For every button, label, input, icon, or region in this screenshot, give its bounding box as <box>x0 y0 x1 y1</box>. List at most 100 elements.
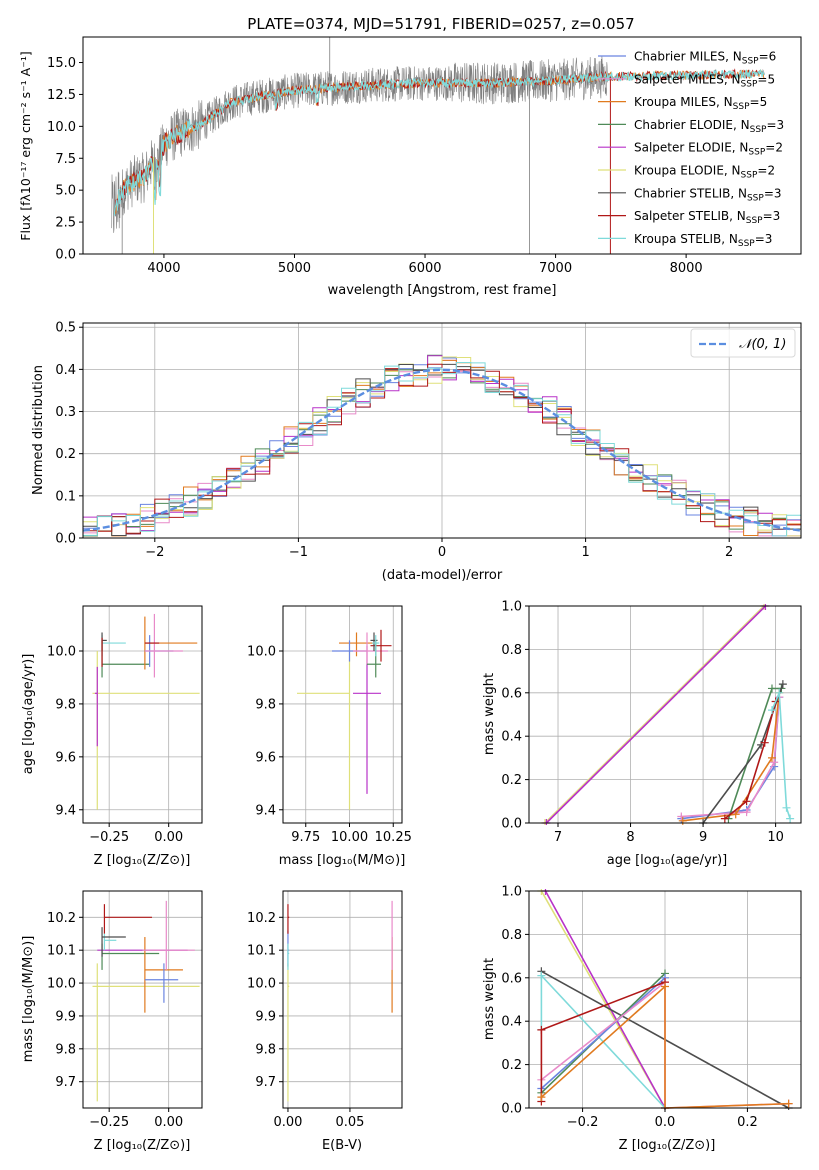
mass-weight-vs-age-y-tick-label: 0.4 <box>501 730 522 745</box>
mass-weight-vs-z-series-line <box>540 984 789 1109</box>
mass-vs-z-panel: −0.25 0.00 9.7 9.8 9.9 10.0 10.1 10.2 Z [log₁₀(… <box>21 890 203 1153</box>
spectrum-x-tick-label: 6000 <box>408 261 441 276</box>
mass-weight-vs-age-x-tick-label: 7 <box>554 830 562 845</box>
mass-weight-vs-age-series-point <box>720 814 729 823</box>
residual-x-tick-label: 2 <box>725 545 733 560</box>
residual-histogram <box>83 362 801 537</box>
age-vs-mass-x-label: mass [log₁₀(M/M⊙)] <box>279 853 406 868</box>
spectrum-lines <box>111 37 765 254</box>
age-vs-mass-x-tick-label: 9.75 <box>291 830 320 845</box>
mass-vs-ebv-y-tick-label: 9.9 <box>255 1009 276 1024</box>
spectrum-legend-label: Chabrier MILES, NSSP=6 <box>634 50 776 67</box>
mass-weight-vs-z-y-tick-label: 0.6 <box>501 971 522 986</box>
age-vs-mass-panel: 9.75 10.00 10.25 9.4 9.6 9.8 10.0 mass [log₁₀(… <box>247 605 412 868</box>
mass-vs-z-x-tick-label: −0.25 <box>89 1115 129 1130</box>
age-vs-z-x-tick-label: 0.00 <box>154 830 183 845</box>
mass-weight-vs-z-y-tick-label: 1.0 <box>501 885 522 900</box>
mass-vs-z-y-tick-label: 10.2 <box>47 911 76 926</box>
mass-weight-vs-z-series-point <box>784 1099 793 1108</box>
mass-weight-vs-age-y-tick-label: 0.6 <box>501 686 522 701</box>
mass-weight-vs-z-panel: −0.2 0.0 0.2 0.0 0.2 0.4 0.6 0.8 1.0 Z [log₁₀(Z/… <box>482 885 802 1153</box>
mass-vs-z-y-tick-label: 10.1 <box>47 944 76 959</box>
spectrum-panel: PLATE=0374, MJD=51791, FIBERID=0257, z=0… <box>18 15 802 298</box>
mass-vs-z-y-tick-label: 9.7 <box>55 1075 76 1090</box>
mass-weight-vs-age-x-label: age [log₁₀(age/yr)] <box>607 853 728 868</box>
age-vs-z-y-tick-label: 9.8 <box>55 697 76 712</box>
mass-weight-vs-z-series-line <box>540 977 666 1090</box>
figure-title: PLATE=0374, MJD=51791, FIBERID=0257, z=0… <box>247 15 634 33</box>
residual-x-label: (data-model)/error <box>382 568 503 583</box>
mass-vs-z-y-label: mass [log₁₀(M/M⊙)] <box>21 936 36 1063</box>
mass-weight-vs-age-series-point <box>742 797 751 806</box>
residual-y-tick-label: 0.3 <box>55 405 76 420</box>
spectrum-legend-label: Chabrier STELIB, NSSP=3 <box>634 186 782 203</box>
mass-vs-ebv-y-tick-label: 9.7 <box>255 1075 276 1090</box>
mass-weight-vs-age-series-point <box>786 814 795 823</box>
mass-weight-vs-age-series-point <box>767 753 776 762</box>
mass-vs-ebv-y-tick-label: 10.1 <box>247 944 276 959</box>
residual-x-tick-label: −2 <box>145 545 164 560</box>
mass-vs-z-y-tick-label: 9.8 <box>55 1042 76 1057</box>
mass-weight-vs-z-y-tick-label: 0.0 <box>501 1102 522 1117</box>
spectrum-x-tick-label: 5000 <box>278 261 311 276</box>
mass-weight-vs-z-x-tick-label: −0.2 <box>567 1115 599 1130</box>
mass-vs-ebv-x-tick-label: 0.05 <box>335 1115 364 1130</box>
mass-weight-vs-age-series-point <box>770 758 779 767</box>
spectrum-y-tick-label: 15.0 <box>47 56 76 71</box>
mass-vs-ebv-panel: 0.00 0.05 9.7 9.8 9.9 10.0 10.1 10.2 E(B-V) <box>247 890 403 1153</box>
mass-weight-vs-age-y-tick-label: 0.0 <box>501 817 522 832</box>
spectrum-x-label: wavelength [Angstrom, rest frame] <box>328 283 557 298</box>
residual-legend-label: 𝒩(0, 1) <box>739 337 786 352</box>
mass-weight-vs-z-series-point <box>537 971 546 980</box>
mass-weight-vs-age-series-line <box>544 605 765 824</box>
age-vs-z-y-label: age [log₁₀(age/yr)] <box>21 654 36 775</box>
spectrum-x-tick-label: 8000 <box>670 261 703 276</box>
mass-vs-z-y-tick-label: 9.9 <box>55 1009 76 1024</box>
mass-weight-vs-z-series-point <box>661 982 669 991</box>
mass-weight-vs-age-series-point <box>767 684 776 693</box>
residual-x-ticks: −2 −1 0 1 2 0.0 0.1 0.2 0.3 0.4 0.5 <box>55 321 733 560</box>
mass-weight-vs-z-x-tick-label: 0.0 <box>655 1115 676 1130</box>
mass-weight-vs-age-series-point <box>677 812 686 821</box>
mass-weight-vs-age-series-point <box>782 803 791 812</box>
residual-y-tick-label: 0.2 <box>55 447 76 462</box>
residual-x-tick-label: 0 <box>438 545 446 560</box>
mass-vs-ebv-y-tick-label: 10.0 <box>247 977 276 992</box>
spectrum-x-tick-label: 4000 <box>147 261 180 276</box>
mass-weight-vs-age-series-point <box>775 688 784 697</box>
mass-weight-vs-z-x-label: Z [log₁₀(Z/Z⊙)] <box>619 1138 716 1153</box>
mass-weight-vs-age-series-point <box>778 680 787 689</box>
mass-weight-vs-z-y-tick-label: 0.2 <box>501 1058 522 1073</box>
mass-weight-vs-z-y-tick-label: 0.8 <box>501 928 522 943</box>
spectrum-legend-label: Chabrier ELODIE, NSSP=3 <box>634 118 784 135</box>
age-vs-mass-y-tick-label: 9.4 <box>255 803 276 818</box>
age-vs-z-panel: −0.25 0.00 9.4 9.6 9.8 10.0 Z [log₁₀(Z/Z⊙)] a… <box>21 605 203 868</box>
age-vs-z-y-tick-label: 9.6 <box>55 750 76 765</box>
residual-y-tick-label: 0.5 <box>55 321 76 336</box>
spectrum-model-line <box>113 68 765 216</box>
spectrum-y-label: Flux [fλ10⁻¹⁷ erg cm⁻² s⁻¹ A⁻¹] <box>18 51 33 240</box>
mass-weight-vs-age-x-tick-label: 9 <box>699 830 707 845</box>
mass-vs-z-y-tick-label: 10.0 <box>47 977 76 992</box>
mass-weight-vs-z-series-point <box>537 1025 546 1034</box>
spectrum-legend: Chabrier MILES, NSSP=6 Salpeter MILES, NS… <box>598 50 784 249</box>
mass-vs-ebv-x-label: E(B-V) <box>322 1138 362 1153</box>
residual-histograms <box>82 354 802 537</box>
mass-vs-ebv-x-tick-label: 0.00 <box>273 1115 302 1130</box>
age-vs-z-y-tick-label: 9.4 <box>55 803 76 818</box>
mass-weight-vs-age-series-point <box>767 706 776 715</box>
mass-weight-vs-age-y-tick-label: 1.0 <box>501 600 522 615</box>
age-vs-z-x-tick-label: −0.25 <box>89 830 129 845</box>
mass-weight-vs-age-series-line <box>682 692 780 822</box>
spectrum-x-tick-label: 7000 <box>539 261 572 276</box>
mass-weight-vs-age-series-point <box>760 738 769 747</box>
age-vs-z-y-tick-label: 10.0 <box>47 644 76 659</box>
mass-weight-vs-z-series-line <box>544 890 666 1109</box>
spectrum-legend-label: Kroupa MILES, NSSP=5 <box>634 95 767 112</box>
residual-y-label: Normed distribution <box>31 365 46 495</box>
residual-x-tick-label: −1 <box>289 545 308 560</box>
mass-weight-vs-age-x-tick-label: 8 <box>626 830 634 845</box>
mass-weight-vs-age-x-tick-label: 10 <box>767 830 784 845</box>
mass-vs-z-x-tick-label: 0.00 <box>154 1115 183 1130</box>
